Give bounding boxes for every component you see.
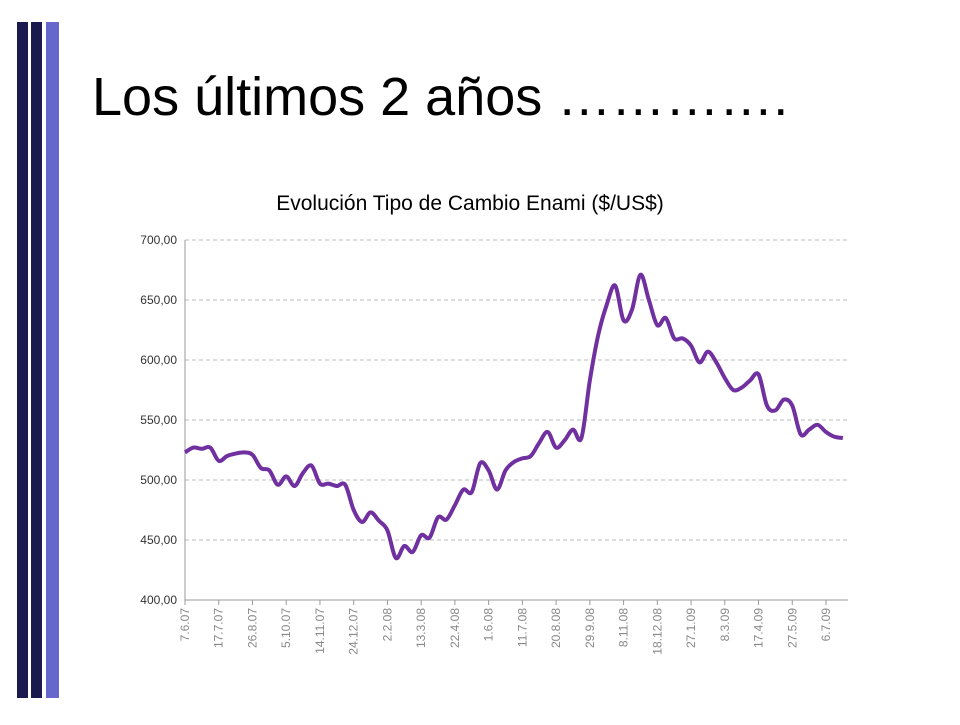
- x-tick-label: 8.11.08: [617, 608, 631, 647]
- x-tick-label: 2.2.08: [380, 608, 394, 642]
- y-tick-label: 450,00: [140, 533, 177, 547]
- x-tick-label: 24.12.07: [347, 608, 361, 655]
- decor-bar: [46, 22, 59, 698]
- x-tick-label: 14.11.07: [313, 608, 327, 654]
- decor-bar: [31, 22, 42, 698]
- y-tick-label: 400,00: [140, 593, 177, 607]
- y-tick-label: 600,00: [140, 353, 177, 367]
- x-tick-label: 6.7.09: [819, 608, 833, 642]
- x-tick-label: 27.1.09: [684, 608, 698, 648]
- x-tick-label: 26.8.07: [245, 608, 259, 648]
- x-tick-label: 8.3.09: [718, 608, 732, 642]
- x-tick-label: 5.10.07: [279, 608, 293, 648]
- y-tick-label: 650,00: [140, 293, 177, 307]
- decor-bar: [17, 22, 28, 698]
- x-tick-label: 1.6.08: [482, 608, 496, 642]
- x-tick-label: 17.4.09: [752, 608, 766, 648]
- y-tick-label: 700,00: [140, 233, 177, 247]
- x-tick-label: 20.8.08: [549, 608, 563, 648]
- x-tick-label: 27.5.09: [785, 608, 799, 648]
- x-tick-label: 17.7.07: [212, 608, 226, 648]
- y-tick-label: 500,00: [140, 473, 177, 487]
- x-tick-label: 11.7.08: [515, 608, 529, 647]
- x-tick-label: 22.4.08: [448, 608, 462, 648]
- x-tick-label: 13.3.08: [414, 608, 428, 648]
- x-tick-label: 18.12.08: [650, 608, 664, 655]
- slide-title: Los últimos 2 años ………….: [92, 67, 788, 127]
- y-tick-label: 550,00: [140, 413, 177, 427]
- x-tick-label: 29.9.08: [583, 608, 597, 648]
- chart-title: Evolución Tipo de Cambio Enami ($/US$): [276, 192, 664, 215]
- x-tick-label: 7.6.07: [178, 608, 192, 642]
- data-line: [183, 272, 844, 561]
